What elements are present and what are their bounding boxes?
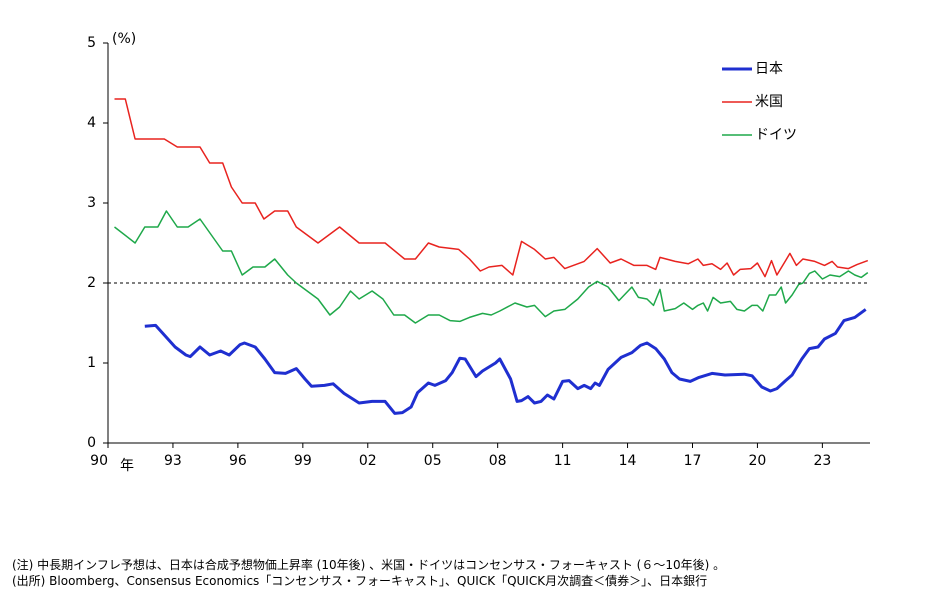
x-tick-label: 23: [813, 453, 831, 469]
x-tick-label: 05: [424, 453, 442, 469]
series-line: [114, 98, 869, 278]
x-tick-label: 93: [164, 453, 182, 469]
series-line: [114, 210, 869, 324]
x-tick-label: 14: [619, 453, 637, 469]
x-tick-label: 96: [229, 453, 247, 469]
y-tick-label: 2: [87, 275, 96, 291]
series-line: [144, 308, 867, 415]
x-tick-label: 17: [684, 453, 702, 469]
x-tick-label: 02: [359, 453, 377, 469]
y-tick-label: 0: [87, 435, 96, 451]
note: (注) 中長期インフレ予想は、日本は合成予想物価上昇率 (10年後) 、米国・ド…: [12, 558, 726, 572]
x-tick-label: 11: [554, 453, 572, 469]
x-tick-label: 20: [749, 453, 767, 469]
y-unit: (%): [112, 31, 136, 47]
x-tick-label: 90: [90, 453, 108, 469]
x-unit: 年: [120, 458, 134, 474]
y-tick-label: 1: [87, 355, 96, 371]
y-tick-label: 4: [87, 115, 96, 131]
legend-label: ドイツ: [755, 127, 797, 143]
legend-label: 米国: [755, 94, 783, 110]
y-tick-label: 3: [87, 195, 96, 211]
x-tick-label: 99: [294, 453, 312, 469]
x-tick-label: 08: [489, 453, 507, 469]
y-tick-label: 5: [87, 35, 96, 51]
legend-label: 日本: [755, 61, 783, 77]
source: (出所) Bloomberg、Consensus Economics「コンセンサ…: [12, 574, 708, 588]
